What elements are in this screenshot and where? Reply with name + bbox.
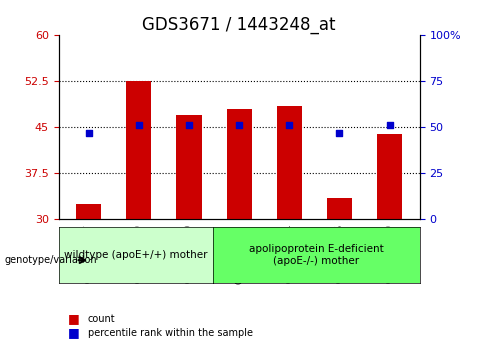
Text: genotype/variation: genotype/variation (5, 255, 98, 265)
Text: percentile rank within the sample: percentile rank within the sample (88, 328, 253, 338)
Title: GDS3671 / 1443248_at: GDS3671 / 1443248_at (142, 16, 336, 34)
Point (386, 122, 393, 127)
Bar (277, 106, 302, 219)
Bar (327, 198, 352, 219)
Text: wildtype (apoE+/+) mother: wildtype (apoE+/+) mother (64, 250, 208, 260)
Bar (126, 81, 151, 219)
Point (85, 130, 93, 136)
Point (235, 122, 243, 127)
Bar (226, 109, 252, 219)
Point (336, 130, 344, 136)
Bar (177, 115, 202, 219)
Text: ■: ■ (68, 326, 80, 339)
Point (285, 122, 293, 127)
Bar (377, 133, 402, 219)
Bar (76, 204, 101, 219)
Text: apolipoprotein E-deficient
(apoE-/-) mother: apolipoprotein E-deficient (apoE-/-) mot… (249, 244, 384, 266)
Text: ■: ■ (68, 312, 80, 325)
Point (185, 122, 193, 127)
Point (135, 122, 142, 127)
Text: count: count (88, 314, 116, 324)
